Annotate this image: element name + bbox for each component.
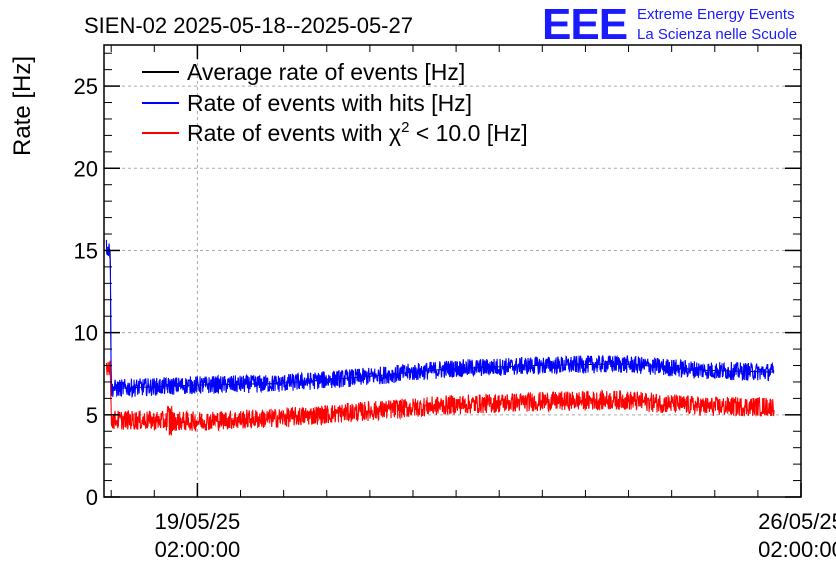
x-tick-label-date: 26/05/25 — [758, 509, 836, 534]
y-tick-label: 0 — [86, 485, 98, 510]
axes: 0 5 10 15 20 25 19/05/25 02:00:00 26/05/25 02:00:… — [74, 45, 836, 562]
y-axis-label: Rate [Hz] — [9, 56, 36, 156]
x-tick-label-time: 02:00:00 — [155, 537, 241, 562]
plot-frame — [103, 44, 802, 498]
legend-label-average: Average rate of events [Hz] — [187, 59, 465, 85]
y-tick-label: 20 — [74, 156, 98, 181]
legend-chi2-suffix: < 10.0 [Hz] — [409, 120, 527, 146]
logo-line2: La Scienza nelle Scuole — [637, 26, 797, 43]
chart-title: SIEN-02 2025-05-18--2025-05-27 — [84, 13, 413, 38]
y-tick-label: 15 — [74, 238, 98, 263]
legend-chi2-sup: 2 — [401, 119, 409, 136]
y-tick-label: 10 — [74, 321, 98, 346]
y-tick-label: 5 — [86, 403, 98, 428]
y-tick-label: 25 — [74, 74, 98, 99]
legend-chi2-prefix: Rate of events with χ — [187, 120, 401, 146]
eee-logo: EEE Extreme Energy Events La Scienza nel… — [542, 0, 797, 49]
series-line-1 — [105, 239, 775, 399]
logo-line1: Extreme Energy Events — [637, 6, 795, 23]
legend: Average rate of events [Hz] Rate of even… — [142, 59, 528, 146]
x-tick-label-time: 02:00:00 — [758, 537, 836, 562]
series-layer — [105, 239, 775, 436]
legend-label-chi2: Rate of events with χ2 < 10.0 [Hz] — [187, 119, 528, 146]
logo-mark: EEE — [542, 0, 627, 49]
x-tick-label-date: 19/05/25 — [155, 509, 241, 534]
series-line-2 — [105, 360, 775, 436]
legend-label-hits: Rate of events with hits [Hz] — [187, 90, 472, 116]
